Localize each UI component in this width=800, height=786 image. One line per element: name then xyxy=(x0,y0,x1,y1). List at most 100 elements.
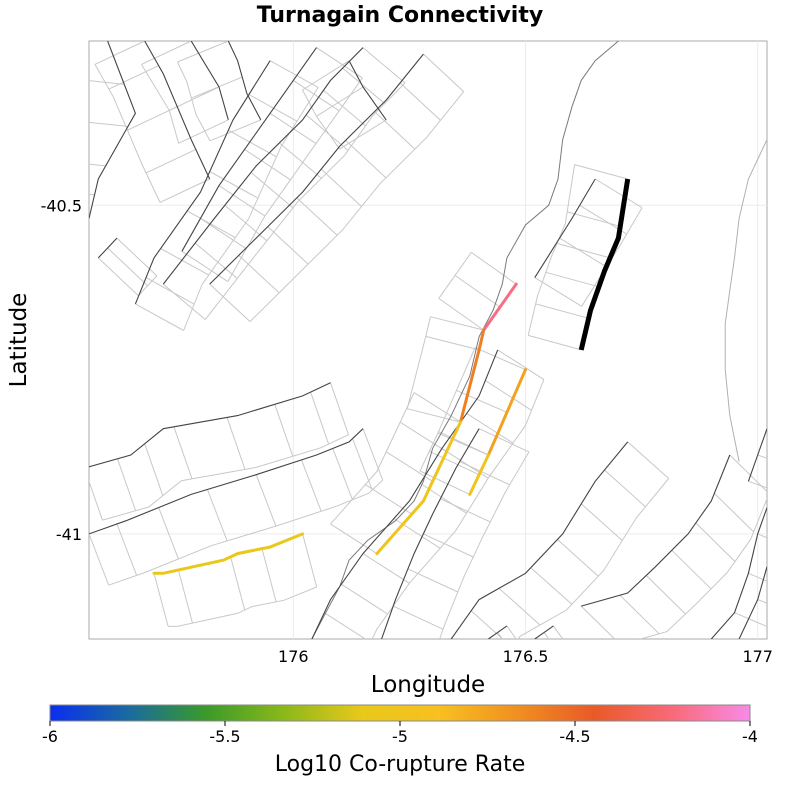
fault-section-divider xyxy=(430,316,484,331)
fault-trace xyxy=(710,507,767,639)
corupture-segment xyxy=(482,282,518,332)
fault-section-divider xyxy=(144,443,164,496)
fault-trace xyxy=(348,60,387,121)
fault-trace xyxy=(134,60,271,305)
fault-section-divider xyxy=(645,575,686,615)
fault-section-divider xyxy=(345,140,387,179)
fault-section-divider xyxy=(362,47,406,84)
fault-section-divider xyxy=(116,237,158,277)
corupture-segment xyxy=(486,368,527,457)
corupture-segment xyxy=(375,420,462,556)
fault-section-divider xyxy=(399,421,447,453)
fault-section-divider xyxy=(381,638,383,639)
fault-section-divider xyxy=(766,428,767,430)
fault-section-divider xyxy=(374,111,416,150)
fault-section-divider xyxy=(604,469,646,508)
fault-section-divider xyxy=(757,533,767,539)
fault-section-edge xyxy=(183,87,319,331)
fault-section-edge xyxy=(34,35,80,212)
fault-section-divider xyxy=(506,625,517,639)
fault-section-divider xyxy=(734,612,767,628)
fault-section-divider xyxy=(341,583,388,615)
fault-section-divider xyxy=(342,67,386,104)
colorbar-ticks: -6 -5.5 -5 -4.5 -4 xyxy=(42,721,758,746)
fault-section-edge xyxy=(168,586,317,627)
corupture-segment xyxy=(468,453,490,496)
fault-section-edge xyxy=(371,379,545,639)
fault-section-divider xyxy=(757,454,767,459)
fault-section-divider xyxy=(89,193,95,196)
fault-section-divider xyxy=(365,484,412,515)
y-tick-label: -40.5 xyxy=(41,196,82,215)
fault-section-divider xyxy=(162,283,206,320)
colorbar-tick-label: -4.5 xyxy=(559,727,590,746)
corupture-segments xyxy=(152,282,527,575)
fault-section-divider xyxy=(89,479,103,521)
fault-section-divider xyxy=(407,408,461,423)
fault-section-divider xyxy=(323,89,366,127)
colorbar-tick-label: -6 xyxy=(42,727,58,746)
fault-section-divider xyxy=(557,539,599,577)
fault-section-divider xyxy=(310,391,330,445)
coastline-east xyxy=(724,139,767,462)
fault-section-divider xyxy=(228,129,277,158)
y-tick-label: -41 xyxy=(56,525,82,544)
fault-section-divider xyxy=(218,185,266,217)
fault-section-edge xyxy=(204,82,406,320)
fault-section-divider xyxy=(471,251,517,285)
fault-section-divider xyxy=(158,507,179,560)
fault-section-divider xyxy=(567,211,621,227)
fault-section-divider xyxy=(102,41,108,42)
fault-traces xyxy=(89,41,767,639)
colorbar-label: Log10 Co-rupture Rate xyxy=(275,752,526,777)
fault-section-edge xyxy=(517,478,670,639)
plot-area xyxy=(88,40,768,640)
fault-section-divider xyxy=(535,303,589,319)
fault-section-divider xyxy=(695,522,736,562)
fault-section-divider xyxy=(186,210,236,239)
fault-section-divider xyxy=(296,197,338,236)
fault-trace xyxy=(581,454,731,607)
fault-section-divider xyxy=(556,242,611,259)
fault-section-divider xyxy=(478,428,530,453)
fault-section-divider xyxy=(580,503,623,541)
fault-section-divider xyxy=(89,80,125,85)
corupture-segment xyxy=(459,328,486,424)
fault-section-divider xyxy=(438,431,489,456)
fault-section-divider xyxy=(226,417,246,470)
fault-section-edge xyxy=(520,671,539,684)
fault-section-divider xyxy=(459,461,510,486)
fault-section-divider xyxy=(320,168,362,207)
fault-section-divider xyxy=(181,250,229,283)
fault-section-divider xyxy=(423,533,474,558)
fault-section-divider xyxy=(485,380,532,411)
fault-section-divider xyxy=(425,335,480,351)
fault-section-divider xyxy=(594,178,643,209)
coastline-west xyxy=(311,41,619,639)
fault-section-divider xyxy=(267,226,309,265)
fault-section-divider xyxy=(497,349,545,381)
fault-trace xyxy=(450,441,629,639)
fault-section-divider xyxy=(94,41,145,65)
x-tick-label: 176.5 xyxy=(503,647,549,666)
fault-section-divider xyxy=(200,217,247,250)
fault-section-divider xyxy=(209,171,259,199)
fault-section-divider xyxy=(177,41,229,63)
fault-section-divider xyxy=(145,277,195,305)
fault-section-divider xyxy=(766,507,767,509)
fault-section-divider xyxy=(209,119,261,142)
fault-section-divider xyxy=(301,459,322,512)
fault-section-divider xyxy=(407,568,459,593)
fault-section-edge xyxy=(581,207,643,307)
fault-section-divider xyxy=(116,523,138,576)
fault-trace xyxy=(162,47,364,285)
fault-section-divider xyxy=(255,474,277,527)
fault-section-divider xyxy=(269,60,319,88)
fault-section-divider xyxy=(729,454,767,493)
fault-section-divider xyxy=(330,523,378,555)
fault-section-divider xyxy=(466,412,514,444)
fault-section-divider xyxy=(311,638,313,639)
fault-trace xyxy=(311,349,499,639)
fault-section-divider xyxy=(456,389,508,413)
